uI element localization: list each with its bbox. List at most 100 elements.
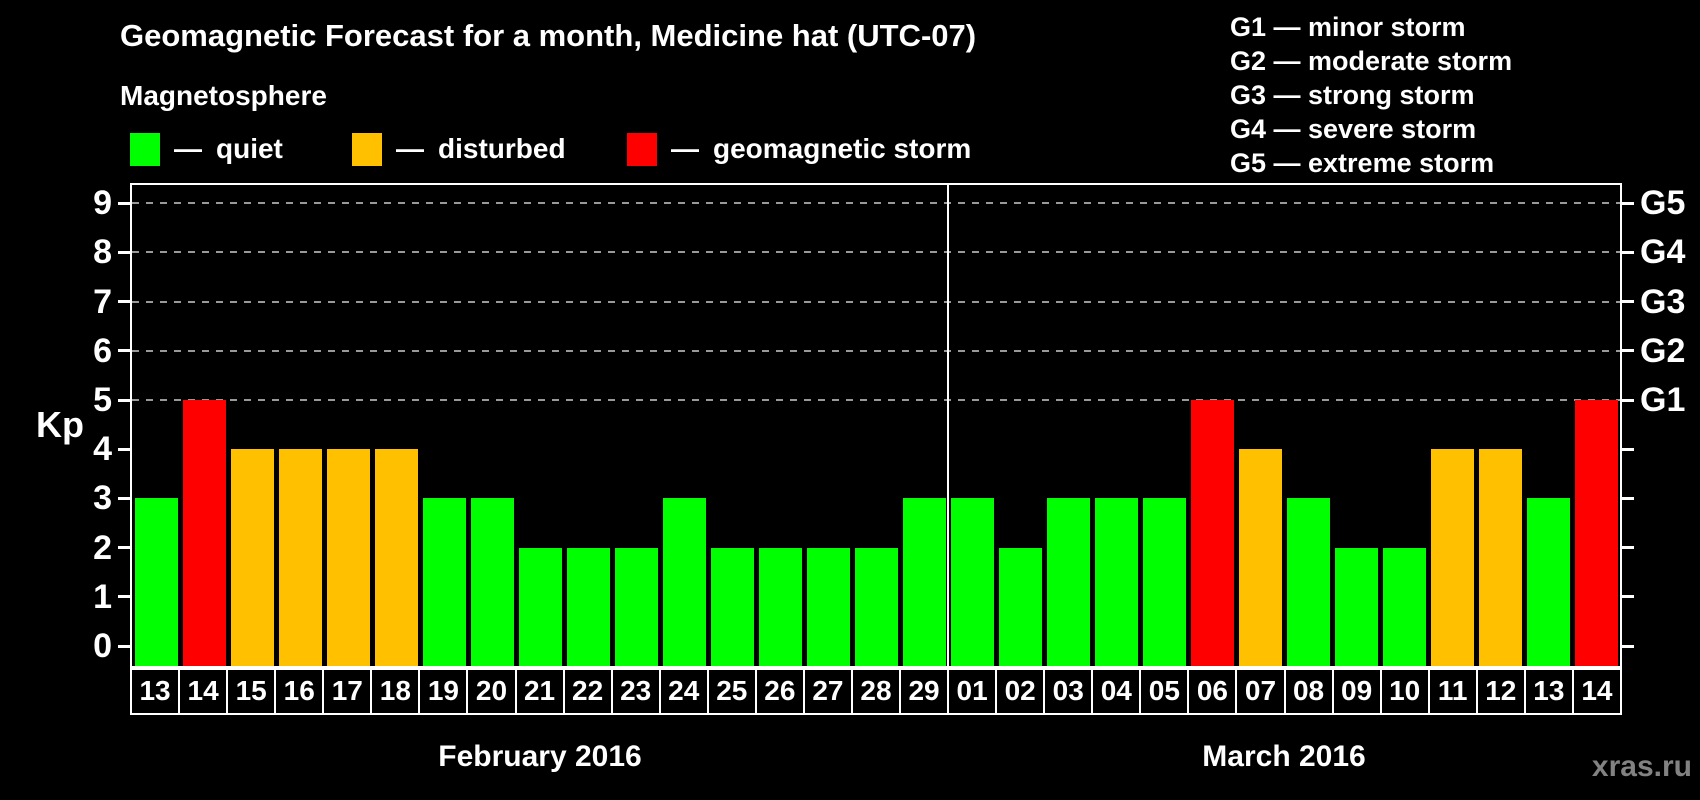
- gridline-kp-9: [132, 202, 1620, 205]
- right-tick-kp-6: [1622, 349, 1634, 353]
- kp-axis-label: Kp: [36, 404, 84, 445]
- kp-bar: [1190, 400, 1234, 666]
- kp-bar: [326, 449, 370, 666]
- kp-bar: [998, 547, 1042, 666]
- y-axis-label-2: 2: [93, 528, 112, 567]
- kp-bar: [1526, 498, 1570, 666]
- day-label: 14: [180, 670, 229, 713]
- y-axis-label-8: 8: [93, 233, 112, 272]
- left-tick-kp-5: [118, 398, 130, 402]
- day-label: 11: [1430, 670, 1478, 713]
- y-axis-label-5: 5: [93, 381, 112, 419]
- legend-item-disturbed: — disturbed: [352, 131, 566, 167]
- chart-title: Geomagnetic Forecast for a month, Medici…: [120, 18, 977, 53]
- day-label: 19: [420, 670, 469, 713]
- kp-bar: [614, 547, 658, 666]
- legend-item-storm: — geomagnetic storm: [627, 131, 971, 167]
- g-legend-line-g2: G2 — moderate storm: [1230, 46, 1513, 76]
- right-tick-kp-1: [1622, 595, 1634, 599]
- left-tick-kp-1: [118, 595, 130, 599]
- kp-bar: [1382, 547, 1426, 666]
- g-legend-line-g5: G5 — extreme storm: [1230, 148, 1495, 178]
- right-axis-label-g3: G3: [1640, 282, 1686, 321]
- kp-bar: [1574, 400, 1618, 666]
- right-tick-kp-8: [1622, 250, 1634, 254]
- day-label: 20: [468, 670, 517, 713]
- right-axis-label-g2: G2: [1640, 331, 1686, 370]
- kp-bar: [1334, 547, 1378, 666]
- day-label: 04: [1093, 670, 1142, 713]
- day-label: 05: [1141, 670, 1190, 713]
- quiet-color-swatch: [130, 132, 160, 166]
- day-label: 03: [1045, 670, 1094, 713]
- kp-bar: [662, 498, 706, 666]
- month-label: March 2016: [1202, 740, 1366, 773]
- y-axis-label-6: 6: [93, 331, 112, 370]
- left-tick-kp-3: [118, 496, 130, 500]
- day-label: 08: [1286, 670, 1334, 713]
- day-label: 22: [565, 670, 613, 713]
- kp-bar: [950, 498, 994, 666]
- day-label: 07: [1237, 670, 1286, 713]
- kp-bar: [854, 547, 898, 666]
- day-label: 13: [1526, 670, 1574, 713]
- day-label: 06: [1189, 670, 1238, 713]
- gridline-kp-5: [132, 399, 1620, 401]
- plot-area: [118, 183, 1634, 668]
- legend-dash: —: [671, 133, 699, 164]
- kp-bar: [902, 498, 946, 666]
- day-label: 13: [132, 670, 181, 713]
- kp-bar: [1142, 498, 1186, 666]
- day-axis-row: 13 14 15 16 17 18 19 20 21 22 23 24 25 26 27 28 29 01 02 03…: [130, 668, 1622, 715]
- y-axis-label-3: 3: [93, 479, 112, 518]
- right-tick-kp-3: [1622, 496, 1634, 500]
- kp-bar: [134, 498, 178, 666]
- y-axis-label-9: 9: [93, 184, 112, 223]
- day-label: 27: [805, 670, 853, 713]
- legend-dash: —: [174, 133, 202, 164]
- month-divider-line: [947, 185, 949, 666]
- legend-label-disturbed: disturbed: [438, 133, 566, 164]
- day-label: 21: [517, 670, 565, 713]
- kp-bar: [518, 547, 562, 666]
- left-tick-kp-6: [118, 349, 130, 353]
- month-label: February 2016: [438, 740, 642, 773]
- right-tick-kp-4: [1622, 447, 1634, 451]
- kp-bar: [1430, 449, 1474, 666]
- y-axis-label-4: 4: [93, 430, 112, 469]
- gridline-kp-6: [132, 349, 1620, 352]
- day-label: 28: [853, 670, 901, 713]
- day-label: 12: [1478, 670, 1526, 713]
- kp-bar: [1046, 498, 1090, 666]
- g-legend-line-g1: G1 — minor storm: [1230, 12, 1466, 42]
- left-tick-kp-7: [118, 300, 130, 304]
- kp-bar: [1286, 498, 1330, 666]
- kp-bar: [470, 498, 514, 666]
- day-label: 29: [901, 670, 950, 713]
- kp-bar: [710, 547, 754, 666]
- gridline-kp-8: [132, 251, 1620, 254]
- y-axis-label-1: 1: [93, 577, 112, 616]
- watermark: xras.ru: [1591, 750, 1692, 783]
- left-tick-kp-9: [118, 201, 130, 205]
- right-axis-label-g5: G5: [1640, 184, 1686, 223]
- kp-bar: [182, 400, 226, 666]
- right-axis-label-g4: G4: [1640, 233, 1686, 272]
- day-label: 09: [1334, 670, 1382, 713]
- magnetosphere-label: Magnetosphere: [120, 80, 327, 111]
- legend-item-quiet: — quiet: [130, 131, 283, 167]
- left-tick-kp-8: [118, 250, 130, 254]
- kp-bar: [374, 449, 418, 666]
- kp-bar: [1478, 449, 1522, 666]
- day-label: 24: [661, 670, 709, 713]
- right-axis-label-g1: G1: [1640, 381, 1686, 419]
- kp-bar: [806, 547, 850, 666]
- legend-label-storm: geomagnetic storm: [713, 133, 972, 164]
- y-axis-label-0: 0: [93, 627, 112, 665]
- storm-color-swatch: [627, 132, 657, 166]
- day-label: 23: [613, 670, 661, 713]
- legend-dash: —: [396, 133, 424, 164]
- kp-bar: [278, 449, 322, 666]
- right-tick-kp-9: [1622, 201, 1634, 205]
